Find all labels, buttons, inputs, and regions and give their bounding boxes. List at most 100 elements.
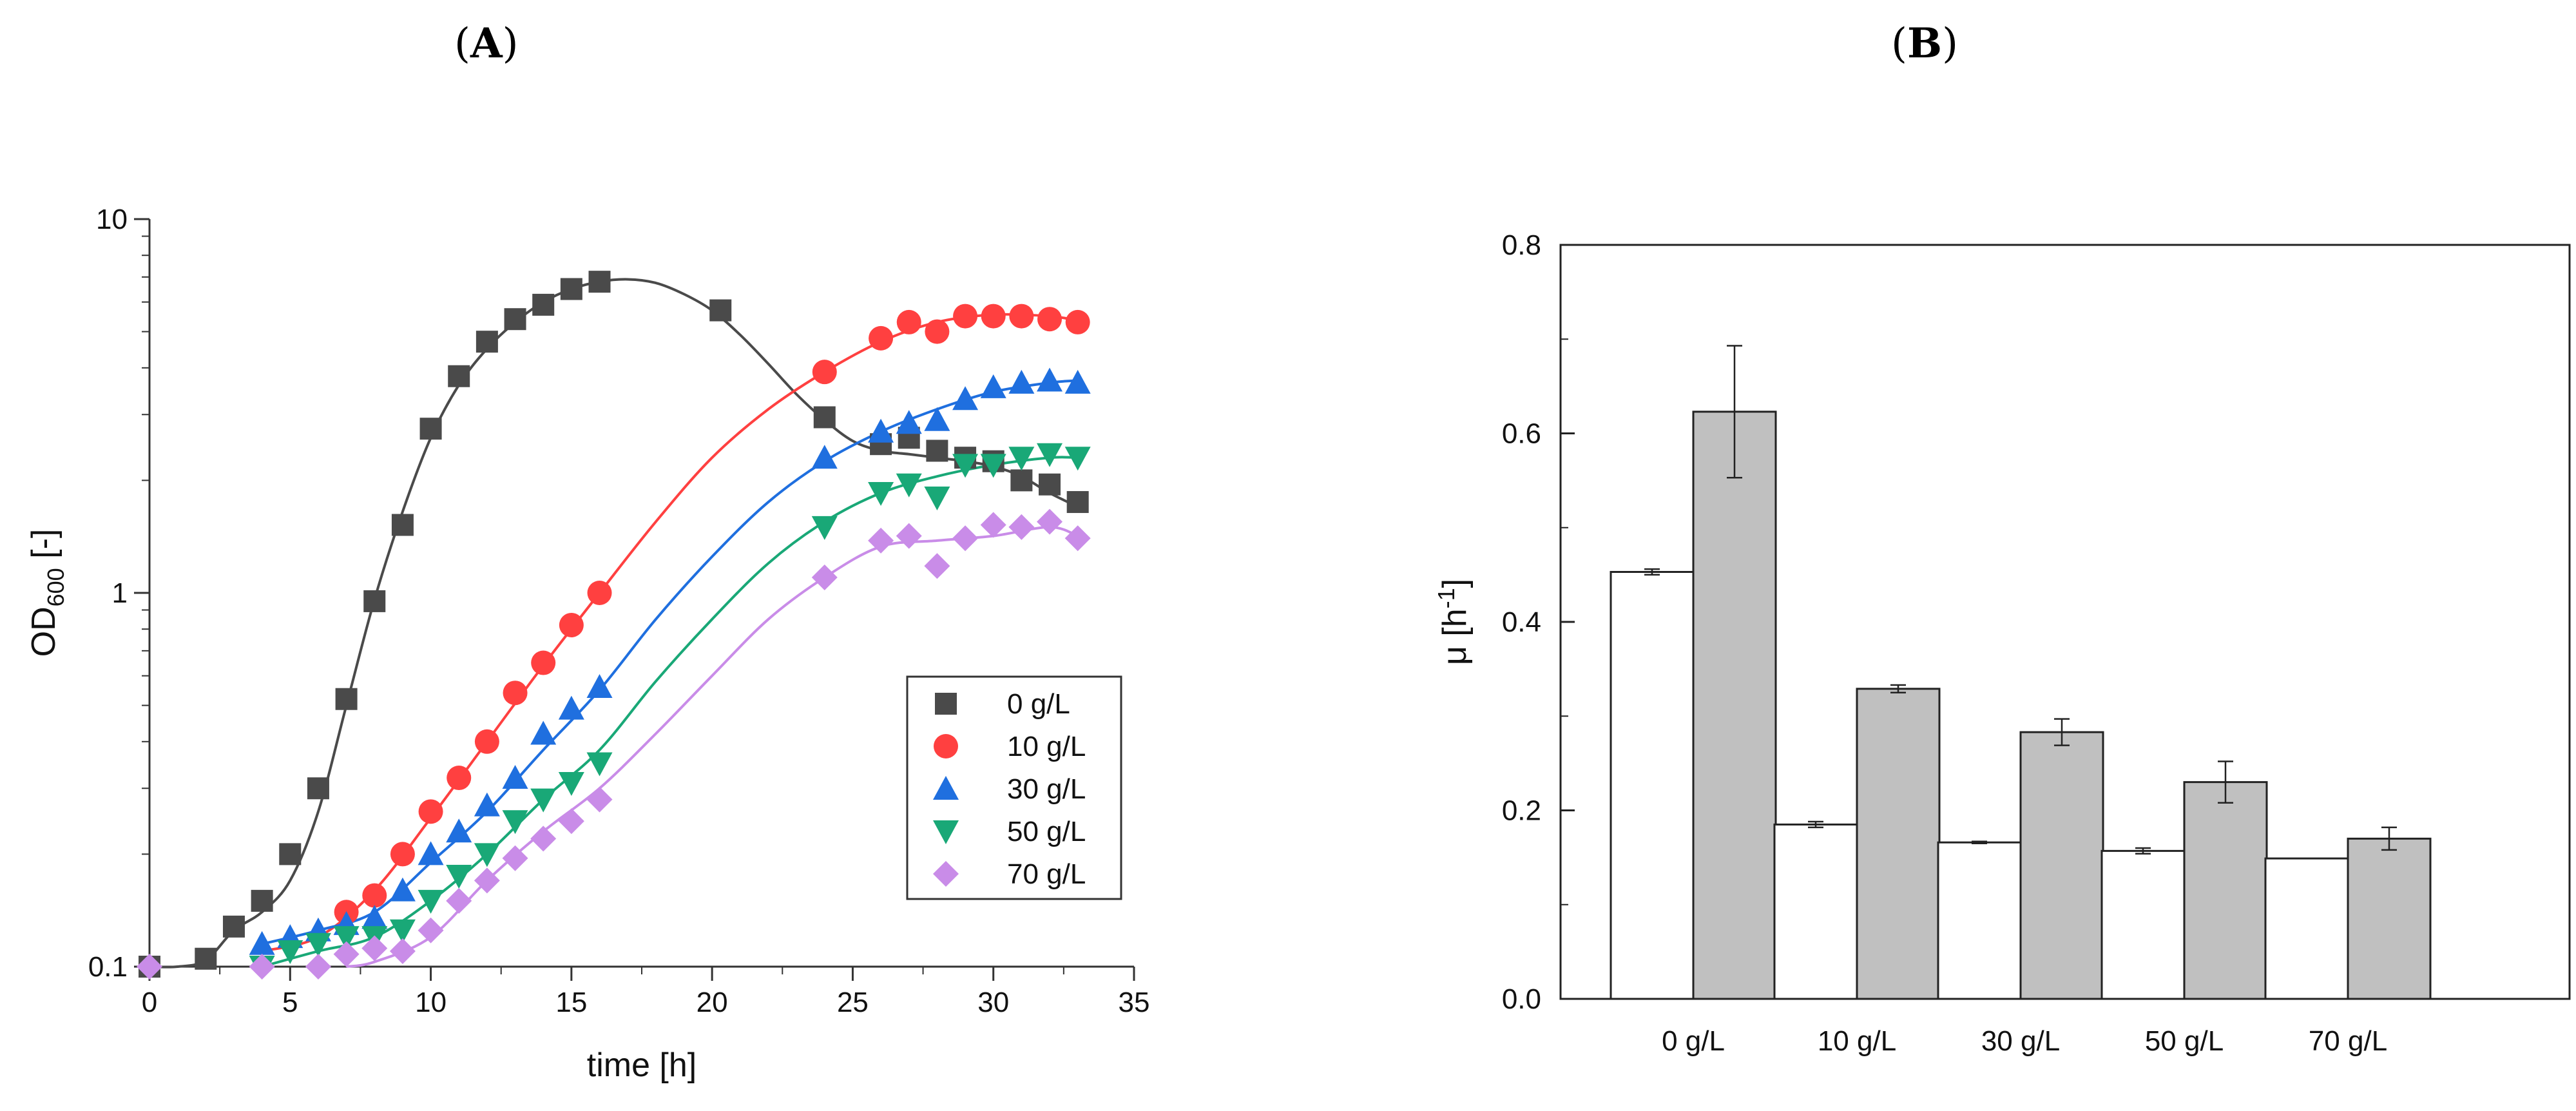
chart-a-data-point [361, 935, 388, 961]
chart-a-data-point [924, 407, 950, 431]
chart-a-data-point [868, 418, 894, 443]
chart-a-legend-marker [933, 861, 959, 887]
chart-a-data-point [389, 938, 416, 964]
chart-a-data-point [868, 482, 894, 507]
chart-a-legend-marker [934, 734, 958, 758]
chart-a-data-point [418, 799, 443, 824]
chart-a-growth-curves: 0.1 1 10 0 5 10 15 20 25 30 35 time [h] OD600 [-] 0 g… [25, 204, 1149, 1084]
chart-a-data-point [474, 792, 500, 816]
chart-a-fit-curve [262, 379, 1078, 945]
chart-a-legend-marker [933, 776, 959, 800]
chart-a-data-point [363, 590, 386, 612]
chart-a-data-point [502, 845, 528, 871]
chart-a-data-point [447, 766, 472, 791]
chart-a-data-point [558, 772, 584, 797]
chart-a-data-point [868, 527, 894, 554]
chart-a-y-axis-title-suffix: [-] [25, 529, 62, 568]
chart-a-data-point [896, 523, 922, 549]
chart-a-data-point [1037, 508, 1063, 535]
chart-a-legend-label: 50 g/L [1007, 816, 1086, 847]
chart-a-legend-marker [933, 820, 959, 844]
chart-a-data-point [1064, 525, 1091, 552]
chart-a-data-point [195, 947, 217, 970]
chart-a-data-point [1010, 469, 1033, 492]
chart-b-y-tick-label: 0.4 [1502, 606, 1541, 638]
chart-a-data-point [813, 406, 836, 429]
chart-a-data-point [307, 777, 329, 800]
chart-a-data-point [474, 729, 499, 754]
panel-a-letter: A [470, 19, 503, 68]
chart-a-data-point [1037, 443, 1063, 467]
chart-a-data-point [1037, 307, 1062, 332]
chart-a-legend-label: 70 g/L [1007, 858, 1086, 890]
chart-a-x-tick-label: 10 [415, 987, 447, 1018]
chart-a-data-point [980, 512, 1006, 538]
chart-a-data-point [1064, 447, 1091, 471]
chart-a-data-point [333, 941, 360, 967]
chart-a-legend-label: 0 g/L [1007, 688, 1070, 720]
chart-b-bar-grey [2347, 837, 2432, 1000]
chart-a-data-point [305, 954, 331, 980]
chart-b-bar-white [2264, 857, 2349, 1000]
chart-a-x-tick-label: 25 [837, 987, 869, 1018]
chart-a-data-point [418, 841, 444, 865]
chart-a-data-point [418, 889, 444, 914]
chart-a-data-point [530, 788, 557, 813]
chart-a-data-point [811, 445, 838, 469]
chart-a-data-point [361, 905, 388, 929]
chart-b-y-axis-title-superscript: -1 [1433, 588, 1459, 608]
chart-b-bar-grey [2019, 731, 2104, 1000]
chart-a-data-point [896, 473, 922, 498]
chart-a-data-point [249, 931, 275, 955]
chart-b-x-tick-label: 0 g/L [1662, 1025, 1725, 1057]
chart-a-data-point [896, 309, 921, 334]
chart-b-bar-white [1773, 823, 1858, 1000]
chart-a-data-point [531, 650, 556, 675]
panel-a-label: (A) [454, 19, 519, 68]
chart-a-data-point [502, 810, 528, 835]
chart-a-data-point [389, 919, 416, 943]
chart-a-data-point [1008, 369, 1035, 394]
chart-a-y-tick-label: 10 [96, 204, 128, 235]
chart-b-y-tick-label: 0.0 [1502, 983, 1541, 1015]
chart-a-data-point [925, 319, 950, 344]
chart-a-data-point [926, 440, 948, 462]
chart-b-growth-rates: 0.0 0.2 0.4 0.6 0.8 μ [h-1] 0 g/L 10 g/L 30 g/L 5… [1433, 229, 2571, 1057]
chart-a-data-point [560, 278, 582, 300]
chart-a-data-point [952, 454, 979, 478]
chart-a-data-point [586, 786, 613, 813]
chart-a-legend-marker [935, 693, 957, 715]
chart-a-data-point [474, 843, 500, 867]
chart-a-data-point [448, 365, 470, 387]
chart-a-data-point [391, 514, 414, 536]
chart-a-data-point [446, 865, 472, 889]
chart-a-data-point [530, 720, 557, 745]
chart-a-data-point [980, 454, 1006, 478]
chart-a-y-axis-title-main: OD [25, 606, 62, 657]
chart-a-data-point [558, 695, 584, 720]
chart-a-data-point [277, 940, 303, 964]
chart-b-bar-grey [1856, 688, 1941, 1000]
chart-b-x-tick-label: 50 g/L [2145, 1025, 2224, 1057]
chart-a-data-point [1066, 491, 1089, 514]
chart-a-data-point [811, 564, 838, 590]
chart-a-data-point [279, 843, 302, 865]
chart-a-data-point [1037, 367, 1063, 392]
chart-b-y-tick-label: 0.2 [1502, 795, 1541, 827]
chart-a-data-point [530, 826, 557, 852]
chart-b-y-axis-title: μ [h-1] [1433, 579, 1474, 665]
panel-b-label: (B) [1891, 19, 1959, 68]
chart-b-y-tick-label: 0.8 [1502, 229, 1541, 261]
chart-a-data-point [335, 688, 358, 710]
chart-a-data-point [586, 674, 613, 699]
chart-a-data-point [389, 877, 416, 902]
chart-a-x-tick-label: 15 [555, 987, 587, 1018]
chart-b-bar-white [1610, 570, 1695, 1000]
chart-a-data-point [1009, 304, 1034, 329]
chart-a-x-tick-label: 0 [142, 987, 157, 1018]
chart-a-data-point [924, 486, 950, 510]
chart-a-data-point [1065, 309, 1090, 334]
chart-b-x-tick-label: 10 g/L [1818, 1025, 1896, 1057]
chart-a-data-point [222, 915, 245, 938]
